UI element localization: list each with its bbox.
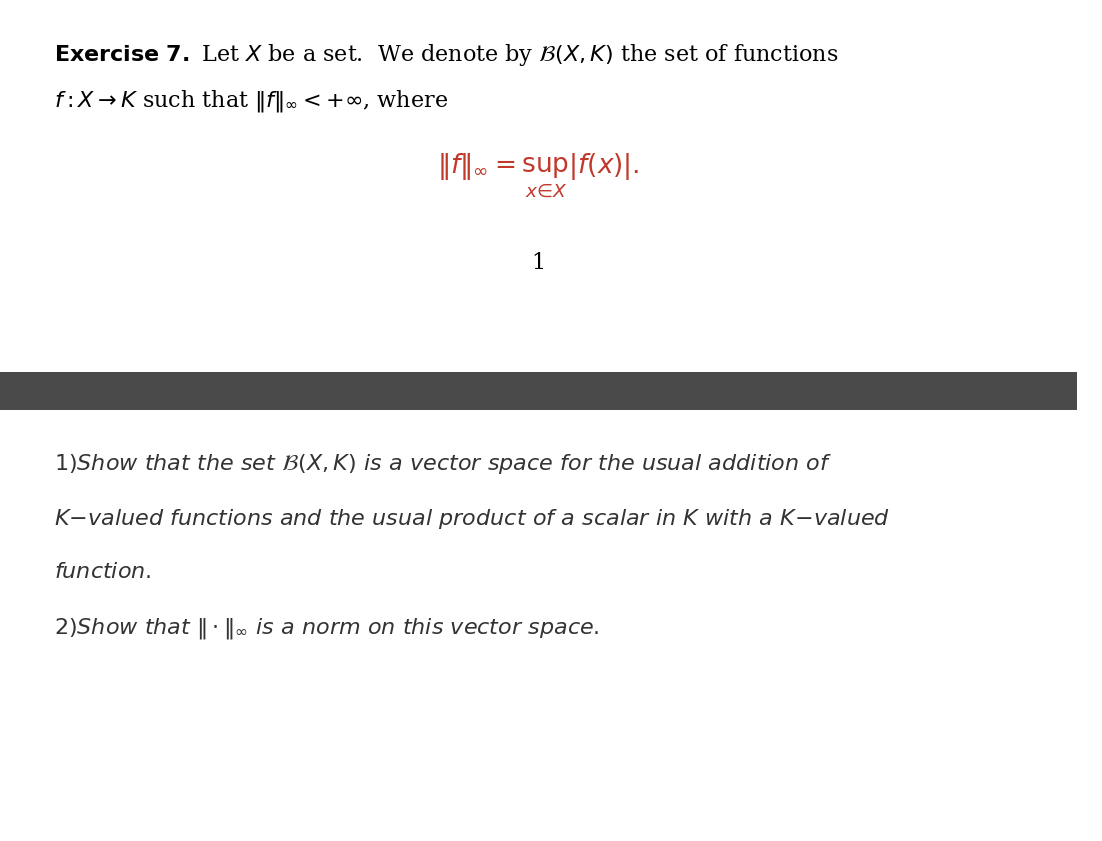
- Text: $\mathbf{Exercise\ 7.}$ Let $X$ be a set.  We denote by $\mathcal{B}(X, K)$ the : $\mathbf{Exercise\ 7.}$ Let $X$ be a set…: [54, 42, 839, 68]
- Text: $f : X \rightarrow K$ such that $\|f\|_\infty < +\infty$, where: $f : X \rightarrow K$ such that $\|f\|_\…: [54, 88, 447, 114]
- Text: 1: 1: [531, 252, 545, 274]
- FancyBboxPatch shape: [0, 372, 1078, 410]
- Text: $\it{2) Show\ that\ \|\cdot\|_\infty\ is\ a\ norm\ on\ this\ vector\ space.}$: $\it{2) Show\ that\ \|\cdot\|_\infty\ is…: [54, 616, 599, 641]
- Text: $\it{function.}$: $\it{function.}$: [54, 562, 151, 584]
- Text: $\it{K}$$\it{-valued\ functions\ and\ the\ usual\ product\ of\ a\ scalar\ in\ }$: $\it{K}$$\it{-valued\ functions\ and\ th…: [54, 506, 890, 531]
- Text: $\it{1) Show\ that\ the\ set\ \mathcal{B}(X, K)\ is\ a\ vector\ space\ for\ the\: $\it{1) Show\ that\ the\ set\ \mathcal{B…: [54, 452, 832, 476]
- Text: $\|f\|_\infty = \sup_{x \in X}|f(x)|.$: $\|f\|_\infty = \sup_{x \in X}|f(x)|.$: [437, 151, 640, 200]
